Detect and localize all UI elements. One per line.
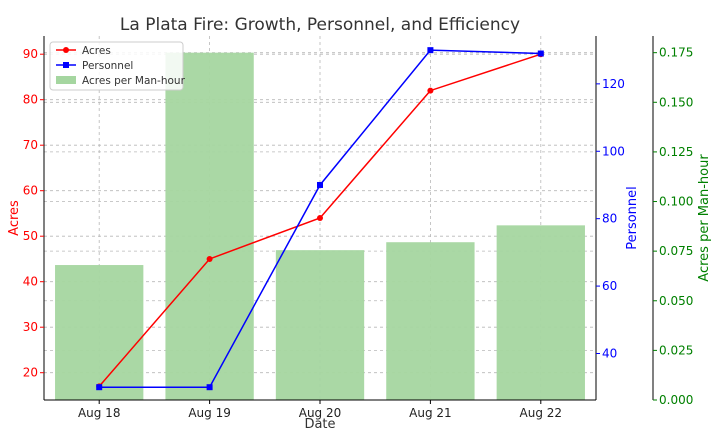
personnel-axis-label: Personnel: [625, 186, 640, 250]
legend-box: [49, 41, 184, 91]
efficiency-tick-label: 0.025: [659, 343, 693, 357]
x-tick-label: Aug 18: [78, 406, 121, 420]
legend-label: Acres: [82, 45, 111, 57]
left-tick-label: 50: [23, 229, 38, 243]
efficiency-tick-label: 0.125: [659, 145, 693, 159]
data-point: [206, 384, 213, 391]
data-point: [427, 87, 434, 94]
bar: [386, 242, 475, 400]
data-point: [317, 215, 323, 221]
legend-label: Acres per Man-hour: [82, 75, 186, 87]
left-tick-label: 40: [23, 275, 38, 289]
bars-group: [55, 52, 585, 401]
left-tick-label: 60: [23, 184, 38, 198]
plot-frame: [43, 36, 654, 401]
efficiency-tick-label: 0.150: [659, 95, 693, 109]
data-point: [427, 47, 434, 54]
x-tick-label: Aug 22: [520, 406, 563, 420]
axes-group: Aug 18 Aug 19 Aug 20 Aug 21 Aug 22 20 30 40 50 60…: [23, 46, 694, 420]
personnel-tick-label: 120: [602, 77, 625, 91]
personnel-tick-label: 60: [602, 279, 617, 293]
efficiency-tick-label: 0.050: [659, 294, 693, 308]
bar: [165, 52, 254, 401]
legend: Acres Personnel Acres per Man-hour: [49, 41, 186, 91]
left-tick-label: 20: [23, 366, 38, 380]
personnel-tick-label: 100: [602, 144, 625, 158]
efficiency-tick-label: 0.175: [659, 46, 693, 60]
legend-marker: [63, 62, 69, 68]
left-tick-label: 90: [23, 47, 38, 61]
left-axis-label: Acres: [7, 200, 22, 236]
personnel-tick-label: 40: [602, 346, 617, 360]
legend-swatch: [56, 76, 76, 84]
lines-group: [96, 47, 544, 391]
bar: [496, 225, 585, 400]
x-axis-label: Date: [304, 417, 335, 431]
efficiency-tick-label: 0.100: [659, 195, 693, 209]
efficiency-tick-label: 0.000: [659, 393, 693, 407]
data-point: [206, 255, 213, 262]
data-point: [317, 181, 323, 188]
efficiency-tick-label: 0.075: [659, 244, 693, 258]
chart-title: La Plata Fire: Growth, Personnel, and Ef…: [120, 15, 520, 35]
x-tick-label: Aug 21: [409, 406, 452, 420]
efficiency-axis-label: Acres per Man-hour: [697, 154, 712, 282]
x-tick-label: Aug 20: [299, 406, 342, 420]
personnel-tick-label: 80: [602, 212, 617, 226]
data-point: [96, 384, 103, 391]
left-tick-label: 70: [23, 138, 38, 152]
bar: [55, 265, 144, 400]
x-tick-label: Aug 19: [188, 406, 231, 420]
legend-label: Personnel: [82, 60, 133, 72]
left-tick-label: 30: [23, 320, 38, 334]
data-point: [537, 50, 544, 57]
left-tick-label: 80: [23, 93, 38, 107]
legend-marker: [63, 47, 69, 53]
bar: [275, 250, 365, 400]
